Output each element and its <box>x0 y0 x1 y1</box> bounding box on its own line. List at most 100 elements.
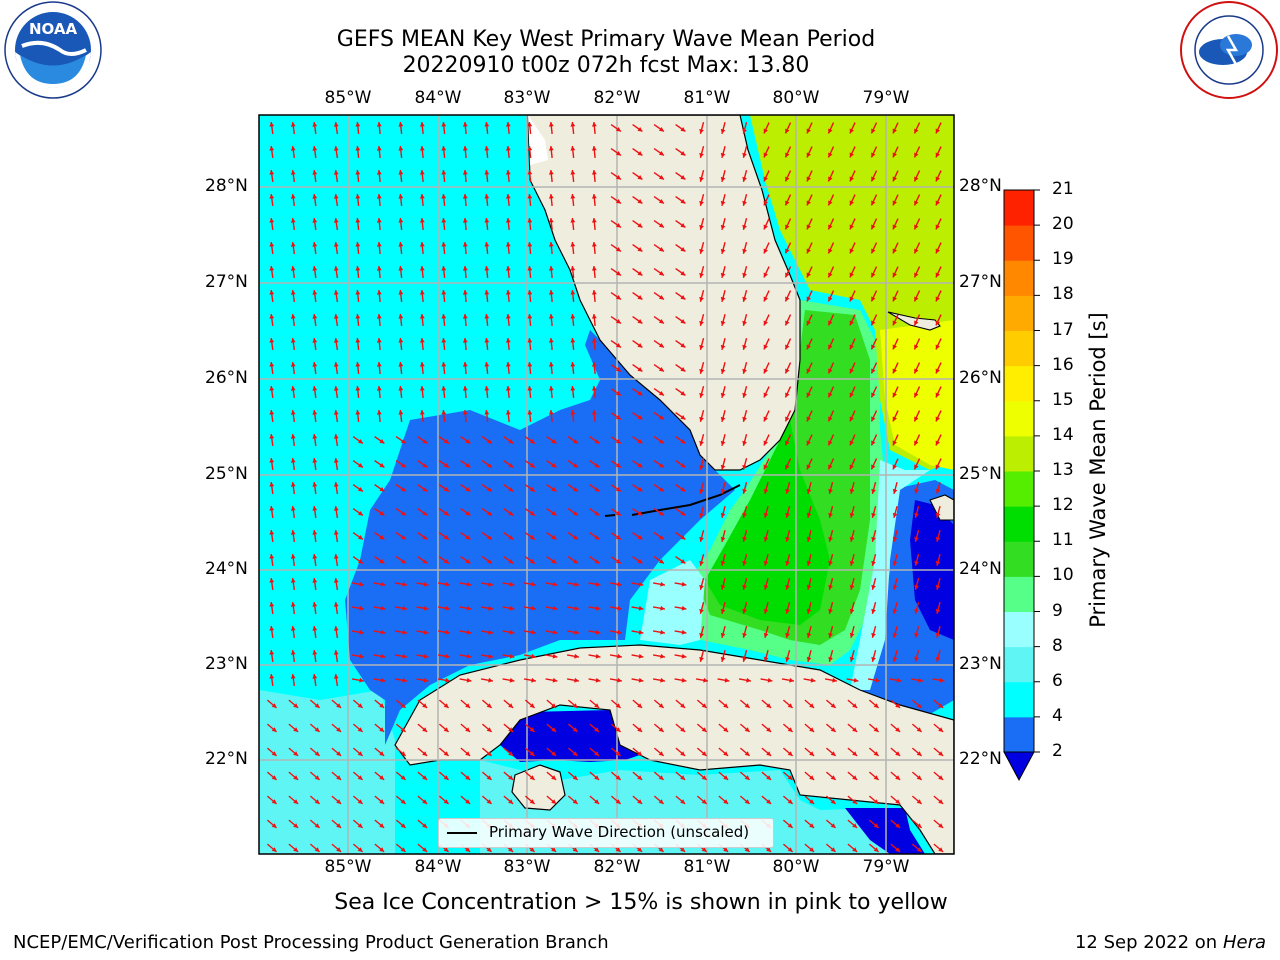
wave-arrow <box>269 313 275 327</box>
wave-arrow <box>312 649 318 663</box>
sea-ice-note: Sea Ice Concentration > 15% is shown in … <box>334 890 948 915</box>
wave-arrow <box>269 577 275 591</box>
wave-arrow <box>935 386 942 398</box>
wave-arrow <box>806 146 813 158</box>
wave-arrow <box>631 581 644 587</box>
colorbar-segment <box>1004 260 1034 296</box>
wave-arrow <box>720 338 726 350</box>
colorbar-tick-label: 15 <box>1052 389 1074 410</box>
wave-arrow <box>742 338 748 350</box>
wave-arrow <box>870 266 878 278</box>
wave-arrow <box>699 362 705 374</box>
wave-arrow <box>675 195 686 205</box>
wave-arrow <box>484 361 490 375</box>
wave-arrow <box>527 169 533 183</box>
wave-arrow <box>720 194 726 206</box>
map-gridlines <box>259 115 954 854</box>
wave-arrow <box>935 626 941 638</box>
wave-arrow <box>653 771 665 781</box>
wave-arrow <box>591 409 597 423</box>
wave-arrow <box>935 146 942 158</box>
wave-arrow <box>505 337 511 351</box>
wave-arrow <box>675 699 686 709</box>
wave-arrow <box>503 459 514 469</box>
wave-arrow <box>355 385 361 399</box>
lon-label-top: 81°W <box>683 88 731 108</box>
wave-arrow <box>871 626 877 638</box>
wave-arrow <box>742 194 748 206</box>
wave-arrow <box>849 554 855 566</box>
wave-arrow <box>720 314 726 326</box>
wave-arrow <box>870 434 878 446</box>
wave-arrow <box>566 629 580 635</box>
wave-arrow <box>462 145 468 159</box>
wave-arrow <box>784 194 792 206</box>
wave-arrow <box>376 361 382 375</box>
wave-arrow <box>933 771 944 781</box>
wave-arrow <box>524 723 536 733</box>
wave-arrow <box>462 193 468 207</box>
wave-arrow <box>546 507 557 517</box>
wave-arrow <box>911 843 923 853</box>
colorbar-segment <box>1004 471 1034 507</box>
wave-arrow <box>892 386 899 398</box>
wave-arrow <box>438 795 450 805</box>
wave-arrow <box>806 290 813 302</box>
wave-arrow <box>505 289 511 303</box>
wave-arrow <box>570 313 576 327</box>
wave-arrow <box>609 581 623 587</box>
wave-arrow <box>503 795 514 805</box>
wave-arrow <box>570 241 576 255</box>
wave-arrow <box>699 410 705 422</box>
wave-arrow <box>290 217 296 231</box>
wave-arrow <box>782 771 794 781</box>
wave-arrow <box>548 193 554 207</box>
wave-arrow <box>394 605 408 611</box>
lon-label-bottom: 83°W <box>503 857 551 877</box>
colorbar-extend-triangle <box>1003 751 1035 782</box>
wave-arrow <box>395 699 407 709</box>
wave-arrow <box>570 121 576 135</box>
wave-arrow <box>566 677 580 683</box>
wave-arrow <box>720 122 726 134</box>
wave-arrow <box>505 217 511 231</box>
wave-arrow <box>438 507 450 517</box>
wave-arrow <box>269 601 275 615</box>
credit-date: 12 Sep 2022 on Hera <box>1075 932 1266 953</box>
wave-arrow <box>441 265 447 279</box>
wave-arrow <box>935 122 942 134</box>
wave-arrow <box>785 602 791 614</box>
wave-arrow <box>462 409 468 423</box>
wave-arrow <box>462 361 468 375</box>
wave-arrow <box>652 629 666 635</box>
lat-label-right: 25°N <box>959 464 1002 484</box>
wave-arrow <box>718 795 729 805</box>
wave-arrow <box>524 507 536 517</box>
wave-arrow <box>548 145 554 159</box>
wave-arrow <box>632 555 643 565</box>
wave-arrow <box>763 626 769 638</box>
wave-arrow <box>352 843 364 853</box>
wave-arrow <box>416 581 429 587</box>
wave-arrow <box>804 843 815 853</box>
wave-arrow <box>570 145 576 159</box>
wave-arrow <box>505 385 511 399</box>
wave-arrow <box>610 339 622 349</box>
wave-arrow <box>610 219 622 229</box>
wave-arrow <box>935 194 942 206</box>
wave-arrow <box>588 629 601 635</box>
wave-arrow <box>438 531 450 541</box>
wave-arrow <box>462 241 468 255</box>
wave-arrow <box>806 434 813 446</box>
wave-arrow <box>312 193 318 207</box>
wave-arrow <box>720 218 726 230</box>
wave-arrow <box>567 771 579 781</box>
wave-arrow <box>610 699 622 709</box>
wave-arrow <box>610 315 622 325</box>
wave-arrow <box>720 146 726 158</box>
wave-arrow <box>870 290 878 302</box>
wave-arrow <box>331 843 342 853</box>
wave-arrow <box>742 314 748 326</box>
wave-arrow <box>699 242 705 254</box>
wave-arrow <box>331 795 342 805</box>
